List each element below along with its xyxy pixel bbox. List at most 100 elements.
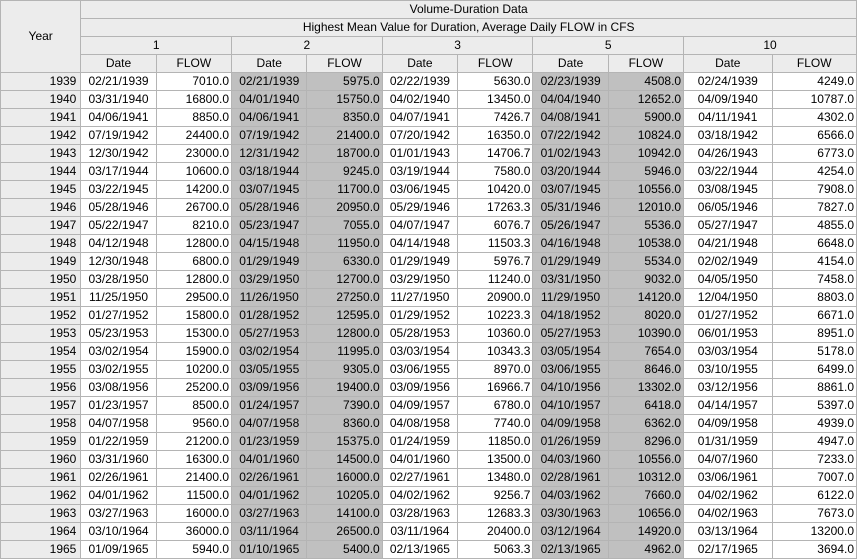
flow-cell[interactable]: 5534.0: [607, 252, 685, 271]
flow-cell[interactable]: 4939.0: [771, 414, 858, 433]
table-row[interactable]: 1954 03/02/1954 15900.0 03/02/1954 11995.0 03…: [0, 342, 858, 361]
flow-cell[interactable]: 10200.0: [155, 360, 233, 379]
date-cell[interactable]: 03/29/1950: [231, 270, 308, 289]
flow-cell[interactable]: 11950.0: [306, 234, 383, 253]
year-column-header[interactable]: Year: [0, 0, 82, 73]
date-cell[interactable]: 01/23/1959: [231, 432, 308, 451]
date-cell[interactable]: 05/28/1946: [80, 198, 157, 217]
flow-cell[interactable]: 12800.0: [306, 324, 383, 343]
table-row[interactable]: 1964 03/10/1964 36000.0 03/11/1964 26500.0 03…: [0, 522, 858, 541]
date-column-header[interactable]: Date: [231, 54, 308, 73]
date-cell[interactable]: 03/27/1963: [80, 504, 157, 523]
flow-cell[interactable]: 4855.0: [771, 216, 858, 235]
date-cell[interactable]: 03/07/1945: [231, 180, 308, 199]
date-cell[interactable]: 02/26/1961: [80, 468, 157, 487]
date-cell[interactable]: 01/29/1949: [532, 252, 609, 271]
date-cell[interactable]: 01/24/1959: [381, 432, 459, 451]
date-cell[interactable]: 12/30/1942: [80, 144, 157, 163]
date-cell[interactable]: 04/06/1941: [80, 108, 157, 127]
flow-cell[interactable]: 15375.0: [306, 432, 383, 451]
flow-cell[interactable]: 26500.0: [306, 522, 383, 541]
date-cell[interactable]: 05/27/1953: [532, 324, 609, 343]
date-cell[interactable]: 03/30/1963: [532, 504, 609, 523]
date-cell[interactable]: 04/07/1947: [381, 216, 459, 235]
date-cell[interactable]: 04/01/1962: [231, 486, 308, 505]
year-cell[interactable]: 1956: [0, 378, 82, 397]
date-cell[interactable]: 01/27/1952: [683, 306, 773, 325]
flow-cell[interactable]: 8020.0: [607, 306, 685, 325]
date-cell[interactable]: 04/01/1962: [80, 486, 157, 505]
flow-cell[interactable]: 11700.0: [306, 180, 383, 199]
date-cell[interactable]: 03/29/1950: [381, 270, 459, 289]
flow-cell[interactable]: 16000.0: [155, 504, 233, 523]
flow-cell[interactable]: 6076.7: [457, 216, 534, 235]
flow-cell[interactable]: 4962.0: [607, 540, 685, 559]
date-cell[interactable]: 01/29/1952: [381, 306, 459, 325]
date-cell[interactable]: 01/29/1949: [231, 252, 308, 271]
date-cell[interactable]: 03/19/1944: [381, 162, 459, 181]
date-cell[interactable]: 03/09/1956: [381, 378, 459, 397]
date-cell[interactable]: 03/06/1945: [381, 180, 459, 199]
flow-cell[interactable]: 7390.0: [306, 396, 383, 415]
year-cell[interactable]: 1960: [0, 450, 82, 469]
flow-cell[interactable]: 10312.0: [607, 468, 685, 487]
flow-cell[interactable]: 24400.0: [155, 126, 233, 145]
date-cell[interactable]: 06/05/1946: [683, 198, 773, 217]
date-cell[interactable]: 03/02/1954: [231, 342, 308, 361]
year-cell[interactable]: 1961: [0, 468, 82, 487]
date-column-header[interactable]: Date: [683, 54, 773, 73]
date-cell[interactable]: 04/12/1948: [80, 234, 157, 253]
flow-cell[interactable]: 7827.0: [771, 198, 858, 217]
date-cell[interactable]: 04/18/1952: [532, 306, 609, 325]
date-cell[interactable]: 04/03/1962: [532, 486, 609, 505]
flow-cell[interactable]: 10600.0: [155, 162, 233, 181]
year-cell[interactable]: 1941: [0, 108, 82, 127]
date-cell[interactable]: 07/19/1942: [80, 126, 157, 145]
flow-cell[interactable]: 7660.0: [607, 486, 685, 505]
flow-cell[interactable]: 26700.0: [155, 198, 233, 217]
date-cell[interactable]: 03/27/1963: [231, 504, 308, 523]
table-row[interactable]: 1941 04/06/1941 8850.0 04/06/1941 8350.0 04/0…: [0, 108, 858, 127]
date-cell[interactable]: 07/19/1942: [231, 126, 308, 145]
table-row[interactable]: 1950 03/28/1950 12800.0 03/29/1950 12700.0 03…: [0, 270, 858, 289]
flow-cell[interactable]: 20950.0: [306, 198, 383, 217]
date-cell[interactable]: 05/28/1953: [381, 324, 459, 343]
date-cell[interactable]: 03/20/1944: [532, 162, 609, 181]
flow-cell[interactable]: 6330.0: [306, 252, 383, 271]
date-cell[interactable]: 03/05/1954: [532, 342, 609, 361]
flow-cell[interactable]: 15300.0: [155, 324, 233, 343]
date-cell[interactable]: 02/27/1961: [381, 468, 459, 487]
flow-cell[interactable]: 14706.7: [457, 144, 534, 163]
flow-cell[interactable]: 8803.0: [771, 288, 858, 307]
year-cell[interactable]: 1959: [0, 432, 82, 451]
flow-cell[interactable]: 18700.0: [306, 144, 383, 163]
date-cell[interactable]: 03/13/1964: [683, 522, 773, 541]
date-cell[interactable]: 01/23/1957: [80, 396, 157, 415]
date-cell[interactable]: 01/27/1952: [80, 306, 157, 325]
date-cell[interactable]: 05/23/1947: [231, 216, 308, 235]
table-row[interactable]: 1945 03/22/1945 14200.0 03/07/1945 11700.0 03…: [0, 180, 858, 199]
flow-cell[interactable]: 8951.0: [771, 324, 858, 343]
table-row[interactable]: 1955 03/02/1955 10200.0 03/05/1955 9305.0 03/…: [0, 360, 858, 379]
date-cell[interactable]: 03/05/1955: [231, 360, 308, 379]
flow-cell[interactable]: 12595.0: [306, 306, 383, 325]
flow-cell[interactable]: 5536.0: [607, 216, 685, 235]
flow-cell[interactable]: 8360.0: [306, 414, 383, 433]
flow-cell[interactable]: 10420.0: [457, 180, 534, 199]
year-cell[interactable]: 1950: [0, 270, 82, 289]
date-column-header[interactable]: Date: [532, 54, 609, 73]
flow-cell[interactable]: 20900.0: [457, 288, 534, 307]
flow-cell[interactable]: 7055.0: [306, 216, 383, 235]
duration-header-2[interactable]: 2: [231, 36, 383, 55]
flow-cell[interactable]: 21200.0: [155, 432, 233, 451]
year-cell[interactable]: 1951: [0, 288, 82, 307]
date-cell[interactable]: 04/21/1948: [683, 234, 773, 253]
year-cell[interactable]: 1963: [0, 504, 82, 523]
flow-cell[interactable]: 16800.0: [155, 90, 233, 109]
date-cell[interactable]: 02/13/1965: [381, 540, 459, 559]
flow-cell[interactable]: 7740.0: [457, 414, 534, 433]
flow-cell[interactable]: 8970.0: [457, 360, 534, 379]
flow-cell[interactable]: 9245.0: [306, 162, 383, 181]
flow-cell[interactable]: 11995.0: [306, 342, 383, 361]
flow-cell[interactable]: 5630.0: [457, 72, 534, 91]
